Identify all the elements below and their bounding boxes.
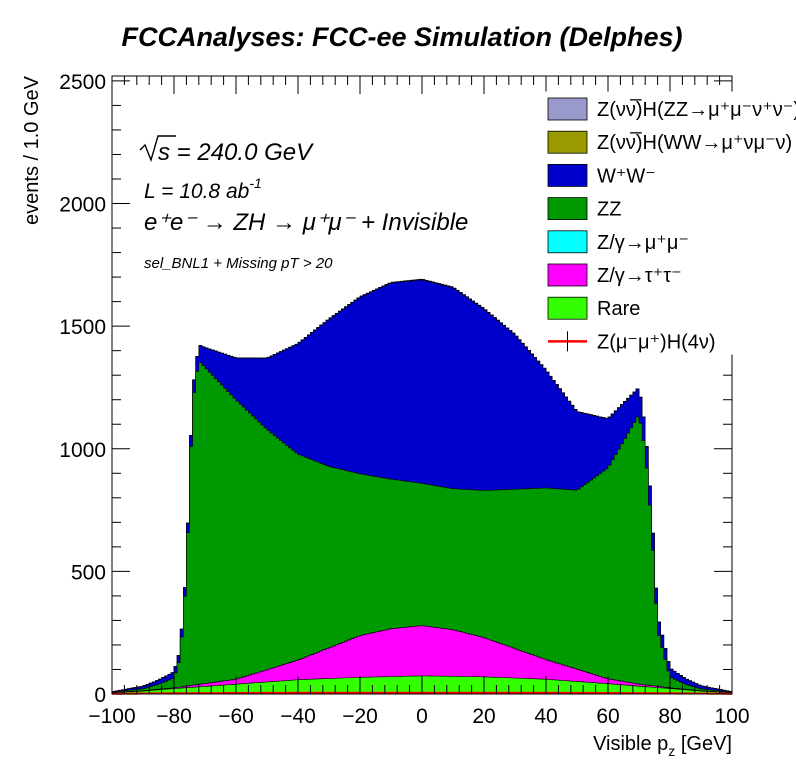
legend-label-z-h-4: Z(μ⁻μ⁺)H(4ν) [597, 331, 716, 353]
process-annotation: e⁺e⁻ → ZH → μ⁺μ⁻ + Invisible [144, 209, 468, 236]
legend-label-z-h-ww: Z(νν̅)H(WW→μ⁺νμ⁻ν) [597, 131, 792, 154]
legend-label-zz: ZZ [597, 199, 621, 221]
chart-title: FCCAnalyses: FCC-ee Simulation (Delphes) [121, 22, 682, 52]
x-tick-label: 100 [714, 705, 749, 728]
y-axis: 0 500 1000 1500 2000 2500 [59, 71, 732, 707]
sqrt-s-text: s = 240.0 GeV [158, 139, 314, 166]
x-tick-label: 20 [472, 705, 495, 728]
sqrt-s-annotation: s = 240.0 GeV [139, 135, 314, 166]
legend-swatch-rare [547, 296, 588, 320]
y-tick-label: 2000 [59, 194, 106, 217]
x-tick-label: −20 [342, 705, 378, 728]
x-tick-label: −60 [218, 705, 254, 728]
stacked-histograms [111, 278, 733, 695]
legend: Z(νν̅)H(ZZ→μ⁺μ⁻ν⁺ν⁻) Z(νν̅)H(WW→μ⁺νμ⁻ν) W⁺… [540, 91, 796, 355]
legend-swatch-w-w [547, 163, 588, 187]
y-axis-label: events / 1.0 GeV [21, 75, 43, 225]
legend-swatch-zz [547, 197, 588, 221]
x-axis: −100 −80 −60 −40 −20 0 20 40 60 80 100 [88, 76, 750, 728]
legend-label-z-h-zz: Z(νν̅)H(ZZ→μ⁺μ⁻ν⁺ν⁻) [597, 98, 796, 121]
y-tick-label: 500 [71, 561, 106, 584]
legend-label-rare: Rare [597, 298, 640, 320]
y-tick-label: 1500 [59, 316, 106, 339]
selection-annotation: sel_BNL1 + Missing pT > 20 [144, 255, 333, 272]
x-tick-label: −100 [88, 705, 135, 728]
x-tick-label: −80 [156, 705, 192, 728]
legend-swatch-z-h-zz [547, 97, 588, 121]
legend-swatch-z [547, 263, 588, 287]
legend-swatch-z-h-ww [547, 130, 588, 154]
legend-label-w-w: W⁺W⁻ [597, 165, 656, 187]
legend-swatch-z [547, 230, 588, 254]
x-tick-label: 0 [416, 705, 428, 728]
hist-z [111, 625, 733, 695]
legend-label-z: Z/γ→τ⁺τ⁻ [597, 265, 682, 287]
x-tick-label: 40 [534, 705, 557, 728]
lumi-annotation: L = 10.8 ab-1 [144, 175, 262, 203]
y-tick-label: 0 [94, 684, 106, 707]
x-tick-label: 80 [658, 705, 681, 728]
x-tick-label: 60 [596, 705, 619, 728]
x-axis-label: Visible pz [GeV] [593, 733, 732, 759]
y-tick-label: 2500 [59, 71, 106, 94]
y-tick-label: 1000 [59, 439, 106, 462]
legend-label-z: Z/γ→μ⁺μ⁻ [597, 232, 689, 254]
hist-zz [111, 362, 733, 695]
x-tick-label: −40 [280, 705, 316, 728]
